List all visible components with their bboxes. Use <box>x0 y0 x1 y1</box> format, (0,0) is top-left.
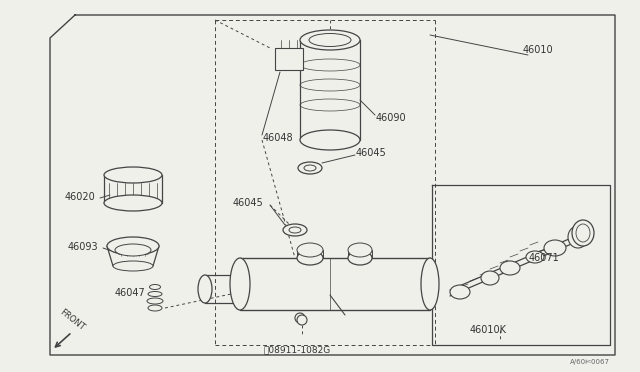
Circle shape <box>295 313 305 323</box>
Ellipse shape <box>572 220 594 246</box>
Ellipse shape <box>283 224 307 236</box>
Text: 46093: 46093 <box>68 242 99 252</box>
Ellipse shape <box>150 285 161 289</box>
Ellipse shape <box>348 243 372 257</box>
Ellipse shape <box>300 130 360 150</box>
Ellipse shape <box>113 261 153 271</box>
Ellipse shape <box>544 240 566 256</box>
Ellipse shape <box>289 227 301 233</box>
Ellipse shape <box>104 167 162 183</box>
Ellipse shape <box>481 271 499 285</box>
Bar <box>275 48 303 70</box>
Text: 46071: 46071 <box>529 253 560 263</box>
Ellipse shape <box>568 226 588 248</box>
Text: 46048: 46048 <box>263 133 294 143</box>
Ellipse shape <box>421 258 439 310</box>
Ellipse shape <box>107 237 159 255</box>
Ellipse shape <box>304 165 316 171</box>
Text: A/60✄0067: A/60✄0067 <box>570 359 610 365</box>
Ellipse shape <box>300 30 360 50</box>
Text: 46045: 46045 <box>233 198 264 208</box>
Text: 46020: 46020 <box>65 192 96 202</box>
Text: 46047: 46047 <box>115 288 146 298</box>
Ellipse shape <box>309 33 351 46</box>
Ellipse shape <box>198 275 212 303</box>
Text: 46010: 46010 <box>523 45 554 55</box>
Ellipse shape <box>348 251 372 265</box>
Ellipse shape <box>298 162 322 174</box>
Ellipse shape <box>450 285 470 299</box>
Text: 46090: 46090 <box>376 113 406 123</box>
Ellipse shape <box>576 224 590 242</box>
Text: 46010K: 46010K <box>470 325 507 335</box>
Ellipse shape <box>500 261 520 275</box>
Text: FRONT: FRONT <box>58 307 86 332</box>
Text: ⓝ08911-1082G: ⓝ08911-1082G <box>264 346 332 355</box>
Circle shape <box>297 315 307 325</box>
Ellipse shape <box>104 195 162 211</box>
Ellipse shape <box>526 251 544 263</box>
Ellipse shape <box>148 292 162 296</box>
Ellipse shape <box>297 243 323 257</box>
Ellipse shape <box>148 305 162 311</box>
Ellipse shape <box>115 244 151 256</box>
Text: 46045: 46045 <box>356 148 387 158</box>
Ellipse shape <box>147 298 163 304</box>
Ellipse shape <box>230 258 250 310</box>
Ellipse shape <box>297 251 323 265</box>
